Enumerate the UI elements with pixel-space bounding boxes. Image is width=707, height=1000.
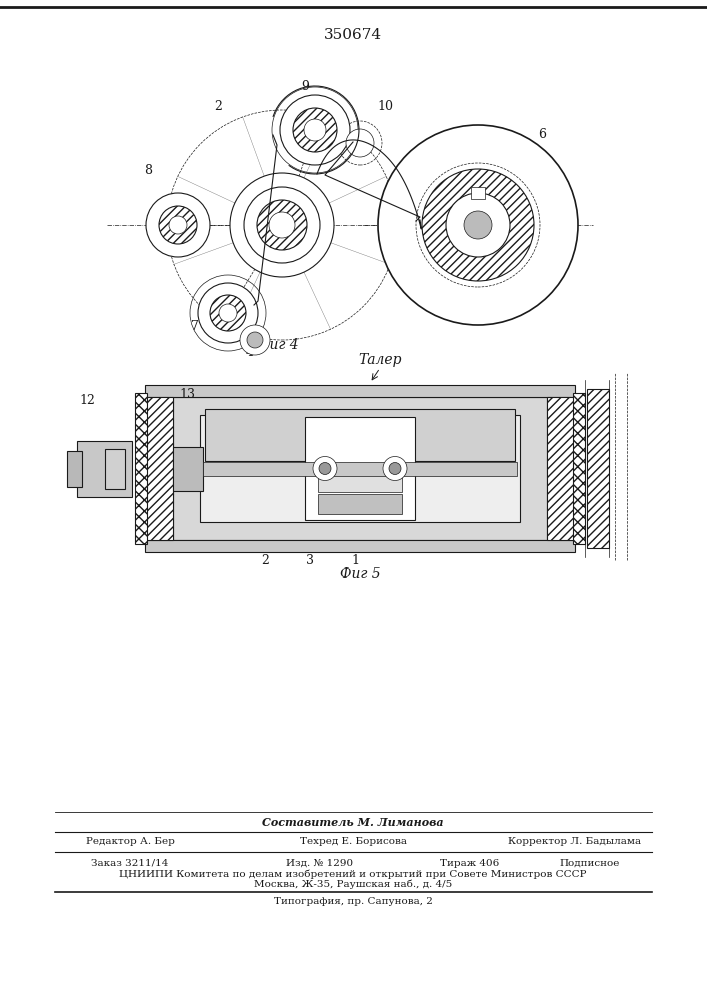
Bar (105, 448, 125, 488)
Text: Фиг 5: Фиг 5 (339, 567, 380, 581)
Circle shape (210, 295, 246, 331)
Text: Типография, пр. Сапунова, 2: Типография, пр. Сапунова, 2 (274, 898, 433, 906)
Text: 13: 13 (179, 388, 195, 401)
Circle shape (257, 200, 307, 250)
Text: Корректор Л. Бадылама: Корректор Л. Бадылама (508, 838, 641, 846)
Text: 9: 9 (301, 81, 309, 94)
Bar (77, 440, 132, 496)
Circle shape (169, 216, 187, 234)
Circle shape (293, 108, 337, 152)
Bar (318, 474, 402, 492)
Bar (200, 415, 520, 522)
Text: 7: 7 (191, 320, 199, 334)
Circle shape (159, 206, 197, 244)
Text: Подписное: Подписное (560, 858, 620, 867)
Text: Заказ 3211/14: Заказ 3211/14 (91, 858, 169, 867)
Bar (547, 397, 575, 540)
Text: Фиг 4: Фиг 4 (257, 338, 298, 352)
Text: 1: 1 (351, 554, 359, 566)
Text: Тираж 406: Тираж 406 (440, 858, 500, 867)
Text: Техред Е. Борисова: Техред Е. Борисова (300, 838, 407, 846)
Bar (135, 393, 147, 544)
Bar (173, 446, 203, 490)
Text: ЦНИИПИ Комитета по делам изобретений и открытий при Совете Министров СССР: ЦНИИПИ Комитета по делам изобретений и о… (119, 869, 587, 879)
Text: Изд. № 1290: Изд. № 1290 (286, 858, 354, 867)
Circle shape (269, 212, 295, 238)
Bar (573, 393, 585, 544)
Circle shape (464, 211, 492, 239)
Circle shape (198, 283, 258, 343)
Text: 3: 3 (306, 554, 314, 566)
Bar (145, 397, 173, 540)
Bar (587, 389, 609, 548)
Bar (145, 385, 575, 397)
Circle shape (230, 173, 334, 277)
Text: 4: 4 (246, 347, 254, 360)
Circle shape (313, 456, 337, 481)
Text: 10: 10 (377, 101, 393, 113)
Circle shape (219, 304, 237, 322)
Text: Редактор А. Бер: Редактор А. Бер (86, 838, 175, 846)
Text: Москва, Ж-35, Раушская наб., д. 4/5: Москва, Ж-35, Раушская наб., д. 4/5 (254, 879, 452, 889)
Circle shape (319, 462, 331, 475)
Circle shape (240, 325, 270, 355)
Bar (145, 540, 575, 552)
Circle shape (378, 125, 578, 325)
Circle shape (383, 456, 407, 481)
Bar (203, 462, 517, 476)
Circle shape (422, 169, 534, 281)
Text: Составитель М. Лиманова: Составитель М. Лиманова (262, 816, 444, 828)
Text: 6: 6 (538, 128, 546, 141)
Circle shape (280, 95, 350, 165)
Circle shape (247, 332, 263, 348)
Bar (471, 187, 485, 199)
Circle shape (146, 193, 210, 257)
Bar (205, 408, 515, 460)
Bar (67, 450, 82, 487)
Text: 8: 8 (144, 163, 152, 176)
Circle shape (446, 193, 510, 257)
Text: 2: 2 (214, 101, 222, 113)
Text: 2: 2 (261, 554, 269, 566)
Circle shape (244, 187, 320, 263)
Circle shape (304, 119, 326, 141)
Bar (173, 397, 547, 540)
Text: 12: 12 (79, 393, 95, 406)
Bar (318, 494, 402, 514)
Circle shape (346, 129, 374, 157)
Text: Талер: Талер (358, 353, 402, 367)
Text: 350674: 350674 (324, 28, 382, 42)
Circle shape (389, 462, 401, 475)
Bar (305, 417, 415, 520)
